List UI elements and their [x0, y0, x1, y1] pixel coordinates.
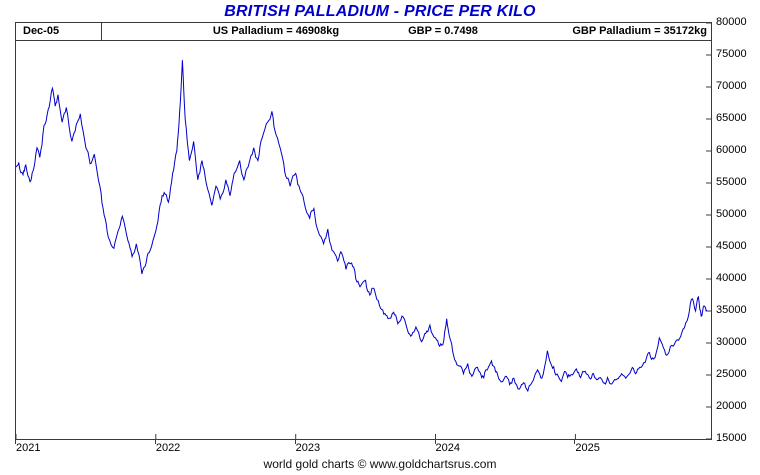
x-axis-tick-mark [15, 440, 16, 444]
y-axis-tick-label: 30000 [716, 336, 747, 348]
chart-header-band: Dec-05 US Palladium = 46908kg GBP = 0.74… [16, 23, 711, 41]
date-label: Dec-05 [23, 25, 60, 37]
chart-title: BRITISH PALLADIUM - PRICE PER KILO [224, 3, 536, 20]
x-axis-tick-label: 2025 [575, 442, 600, 454]
x-axis-tick-mark [434, 440, 436, 444]
y-axis-tick-label: 70000 [716, 80, 747, 92]
x-axis-tick-label: 2022 [155, 442, 181, 454]
gbp-palladium-value: GBP Palladium = 35172kg [572, 25, 707, 37]
us-palladium-value: US Palladium = 46908kg [212, 25, 340, 37]
y-axis-tick-label: 75000 [716, 48, 747, 60]
x-axis-tick-mark [154, 440, 156, 444]
x-axis-tick-mark [574, 440, 576, 444]
y-axis-tick-label: 60000 [716, 144, 747, 156]
y-axis-tick-label: 40000 [716, 272, 747, 284]
x-axis-tick-mark [294, 440, 296, 444]
plot-frame: Dec-05 US Palladium = 46908kg GBP = 0.74… [15, 22, 712, 440]
gbp-rate-value: GBP = 0.7498 [408, 25, 478, 37]
x-axis-tick-label: 2021 [16, 442, 41, 454]
y-axis-tick-label: 45000 [716, 240, 747, 252]
y-axis-tick-label: 50000 [716, 208, 747, 220]
footer-credit: world gold charts © www.goldchartsrus.co… [263, 457, 497, 471]
y-axis-tick-label: 65000 [716, 112, 747, 124]
y-axis-tick-label: 80000 [716, 16, 747, 28]
x-axis-tick-label: 2023 [295, 442, 321, 454]
price-series-line [16, 60, 708, 393]
price-line-plot [16, 23, 711, 439]
y-axis-tick-label: 25000 [716, 368, 747, 380]
y-axis-tick-label: 35000 [716, 304, 747, 316]
y-axis-tick-label: 15000 [716, 432, 747, 444]
y-axis-tick-label: 55000 [716, 176, 747, 188]
header-divider [101, 23, 102, 40]
x-axis-tick-label: 2024 [435, 442, 460, 454]
y-axis-tick-label: 20000 [716, 400, 747, 412]
